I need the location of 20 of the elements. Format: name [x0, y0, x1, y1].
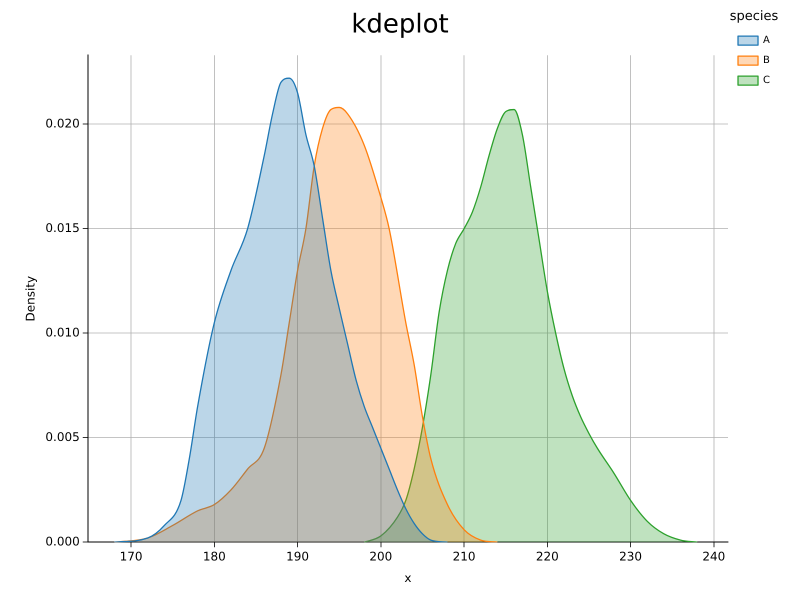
x-tick-label: 170 [120, 550, 142, 564]
x-tick-label: 220 [536, 550, 559, 564]
x-tick-label: 190 [286, 550, 310, 564]
x-axis-title: x [404, 570, 412, 585]
y-tick-label: 0.005 [45, 430, 80, 444]
x-tick-label: 210 [452, 550, 476, 564]
x-tick-label: 240 [702, 550, 726, 564]
y-axis-title: Density [23, 276, 38, 322]
legend-label: C [763, 75, 770, 86]
x-tick-label: 180 [202, 550, 226, 564]
y-tick-label: 0.015 [45, 220, 80, 235]
x-tick-label: 200 [369, 550, 392, 564]
y-tick-label: 0.010 [45, 325, 80, 340]
y-tick-label: 0.000 [45, 534, 80, 548]
x-tick-label: 230 [619, 550, 642, 564]
chart-title: kdeplot [351, 9, 449, 40]
legend-label: A [763, 35, 770, 46]
legend-title: species [730, 8, 779, 24]
legend-label: B [763, 55, 770, 66]
y-tick-label: 0.020 [45, 116, 80, 130]
